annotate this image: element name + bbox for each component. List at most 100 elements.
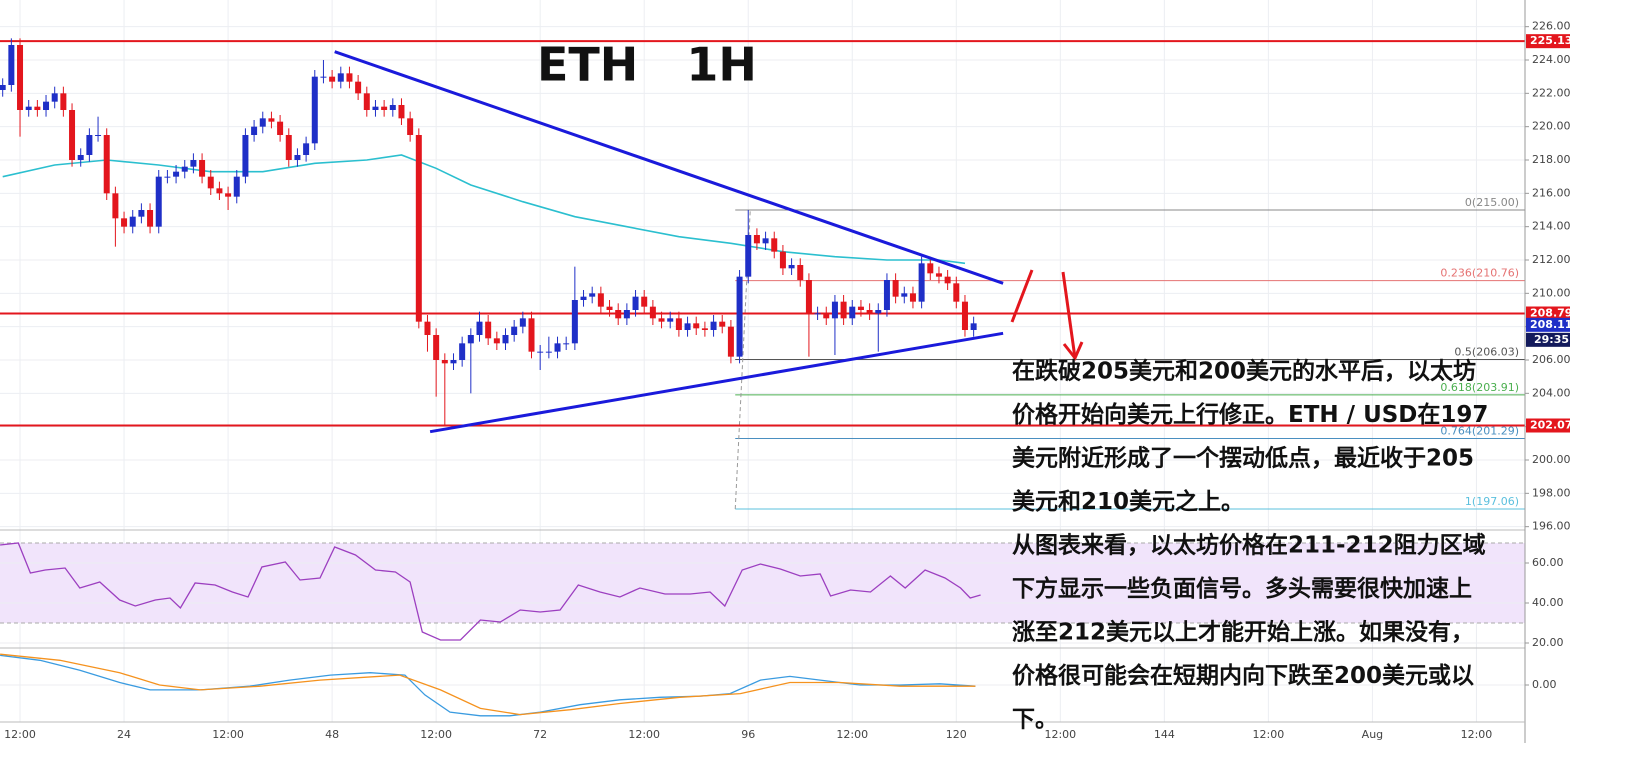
candle-body bbox=[199, 160, 206, 177]
candle-body bbox=[849, 306, 856, 319]
candle-body bbox=[363, 93, 370, 110]
candle-body bbox=[589, 293, 596, 297]
candle-body bbox=[623, 310, 630, 319]
fib-label: 0.5(206.03) bbox=[1454, 346, 1519, 359]
candle-body bbox=[303, 143, 310, 155]
candle-body bbox=[597, 293, 604, 307]
candle-body bbox=[372, 106, 379, 110]
x-tick-label: 24 bbox=[117, 728, 131, 741]
candle-body bbox=[935, 273, 942, 277]
candle-body bbox=[883, 280, 890, 310]
candle-body bbox=[701, 328, 708, 330]
y-tick-label: 210.00 bbox=[1532, 286, 1571, 299]
candle-body bbox=[173, 171, 180, 177]
candle-body bbox=[138, 210, 145, 217]
candle-body bbox=[381, 106, 388, 110]
candle-body bbox=[95, 135, 102, 136]
candle-body bbox=[216, 188, 223, 194]
candle-body bbox=[225, 193, 232, 197]
candle-body bbox=[918, 263, 925, 302]
drawn-arrowhead bbox=[1062, 341, 1084, 361]
drawn-line bbox=[1010, 269, 1034, 323]
y-tick-label: 20.00 bbox=[1532, 636, 1564, 649]
candle-body bbox=[69, 110, 76, 160]
candle-body bbox=[545, 351, 552, 353]
fib-label: 0.236(210.76) bbox=[1440, 267, 1519, 280]
candle-body bbox=[415, 135, 422, 322]
candle-body bbox=[909, 293, 916, 302]
candle-body bbox=[190, 160, 197, 167]
last-price-label: 208.11 bbox=[1530, 318, 1572, 331]
y-tick-label: 222.00 bbox=[1532, 86, 1571, 99]
candle-body bbox=[927, 263, 934, 274]
candle-body bbox=[268, 118, 275, 122]
candle-body bbox=[953, 283, 960, 302]
candle-body bbox=[181, 166, 188, 172]
candle-body bbox=[389, 105, 396, 110]
indicator-line bbox=[0, 542, 981, 641]
candle-body bbox=[424, 321, 431, 335]
candle-body bbox=[433, 335, 440, 360]
grid-layer bbox=[0, 0, 1525, 722]
annotation-line: 价格开始向美元上行修正。ETH / USD在197 bbox=[1012, 401, 1488, 428]
candle-body bbox=[25, 106, 32, 110]
candle-body bbox=[251, 126, 258, 135]
y-tick-label: 220.00 bbox=[1532, 120, 1571, 133]
candle-body bbox=[831, 301, 838, 319]
candle-body bbox=[641, 296, 648, 307]
candle-body bbox=[277, 121, 284, 135]
candle-body bbox=[944, 276, 951, 284]
chart-title: ETH 1H bbox=[537, 38, 757, 92]
candle-body bbox=[207, 176, 214, 189]
x-tick-label: 144 bbox=[1154, 728, 1175, 741]
candle-body bbox=[571, 300, 578, 344]
x-tick-label: 12:00 bbox=[420, 728, 452, 741]
candle-body bbox=[823, 313, 830, 319]
candle-body bbox=[311, 76, 318, 144]
candle-body bbox=[563, 343, 570, 345]
annotation-line: 下方显示一些负面信号。多头需要很快加速上 bbox=[1012, 575, 1472, 602]
candle-body bbox=[485, 321, 492, 339]
candle-body bbox=[892, 280, 899, 297]
x-tick-label: 12:00 bbox=[1253, 728, 1285, 741]
candle-body bbox=[615, 310, 622, 319]
annotation-line: 在跌破205美元和200美元的水平后，以太坊 bbox=[1012, 358, 1476, 385]
candle-body bbox=[77, 155, 84, 160]
marks-layer bbox=[0, 38, 1525, 717]
x-tick-label: 48 bbox=[325, 728, 339, 741]
annotation-line: 价格很可能会在短期内向下跌至200美元或以 bbox=[1012, 662, 1474, 689]
y-tick-label: 216.00 bbox=[1532, 186, 1571, 199]
candle-body bbox=[684, 323, 691, 330]
candle-body bbox=[771, 238, 778, 252]
candle-body bbox=[155, 176, 162, 227]
price-label-box bbox=[1526, 34, 1570, 49]
annotation-line: 美元附近形成了一个摆动低点，最近收于205 bbox=[1012, 445, 1474, 472]
x-tick-label: 12:00 bbox=[1044, 728, 1076, 741]
fib-label: 0(215.00) bbox=[1465, 196, 1519, 209]
candle-body bbox=[719, 321, 726, 327]
candle-body bbox=[86, 135, 93, 155]
candle-body bbox=[147, 210, 154, 227]
candle-body bbox=[0, 85, 6, 90]
candle-body bbox=[502, 335, 509, 344]
y-tick-label: 196.00 bbox=[1532, 520, 1571, 533]
x-tick-label: 120 bbox=[946, 728, 967, 741]
countdown-label: 29:35 bbox=[1534, 333, 1569, 346]
candle-body bbox=[398, 105, 405, 119]
candle-body bbox=[814, 313, 821, 315]
trendline bbox=[334, 50, 1004, 285]
candle-body bbox=[658, 318, 665, 322]
candle-body bbox=[320, 76, 327, 78]
candle-body bbox=[407, 118, 414, 135]
fib-connector bbox=[734, 209, 751, 510]
x-tick-label: 12:00 bbox=[836, 728, 868, 741]
candle-body bbox=[675, 318, 682, 330]
y-tick-label: 40.00 bbox=[1532, 596, 1564, 609]
candle-body bbox=[667, 318, 674, 322]
candle-body bbox=[164, 176, 171, 178]
candle-body bbox=[121, 218, 128, 227]
price-label: 202.07 bbox=[1530, 419, 1572, 432]
candle-body bbox=[970, 323, 977, 330]
candle-body bbox=[242, 135, 249, 177]
candle-body bbox=[476, 321, 483, 335]
